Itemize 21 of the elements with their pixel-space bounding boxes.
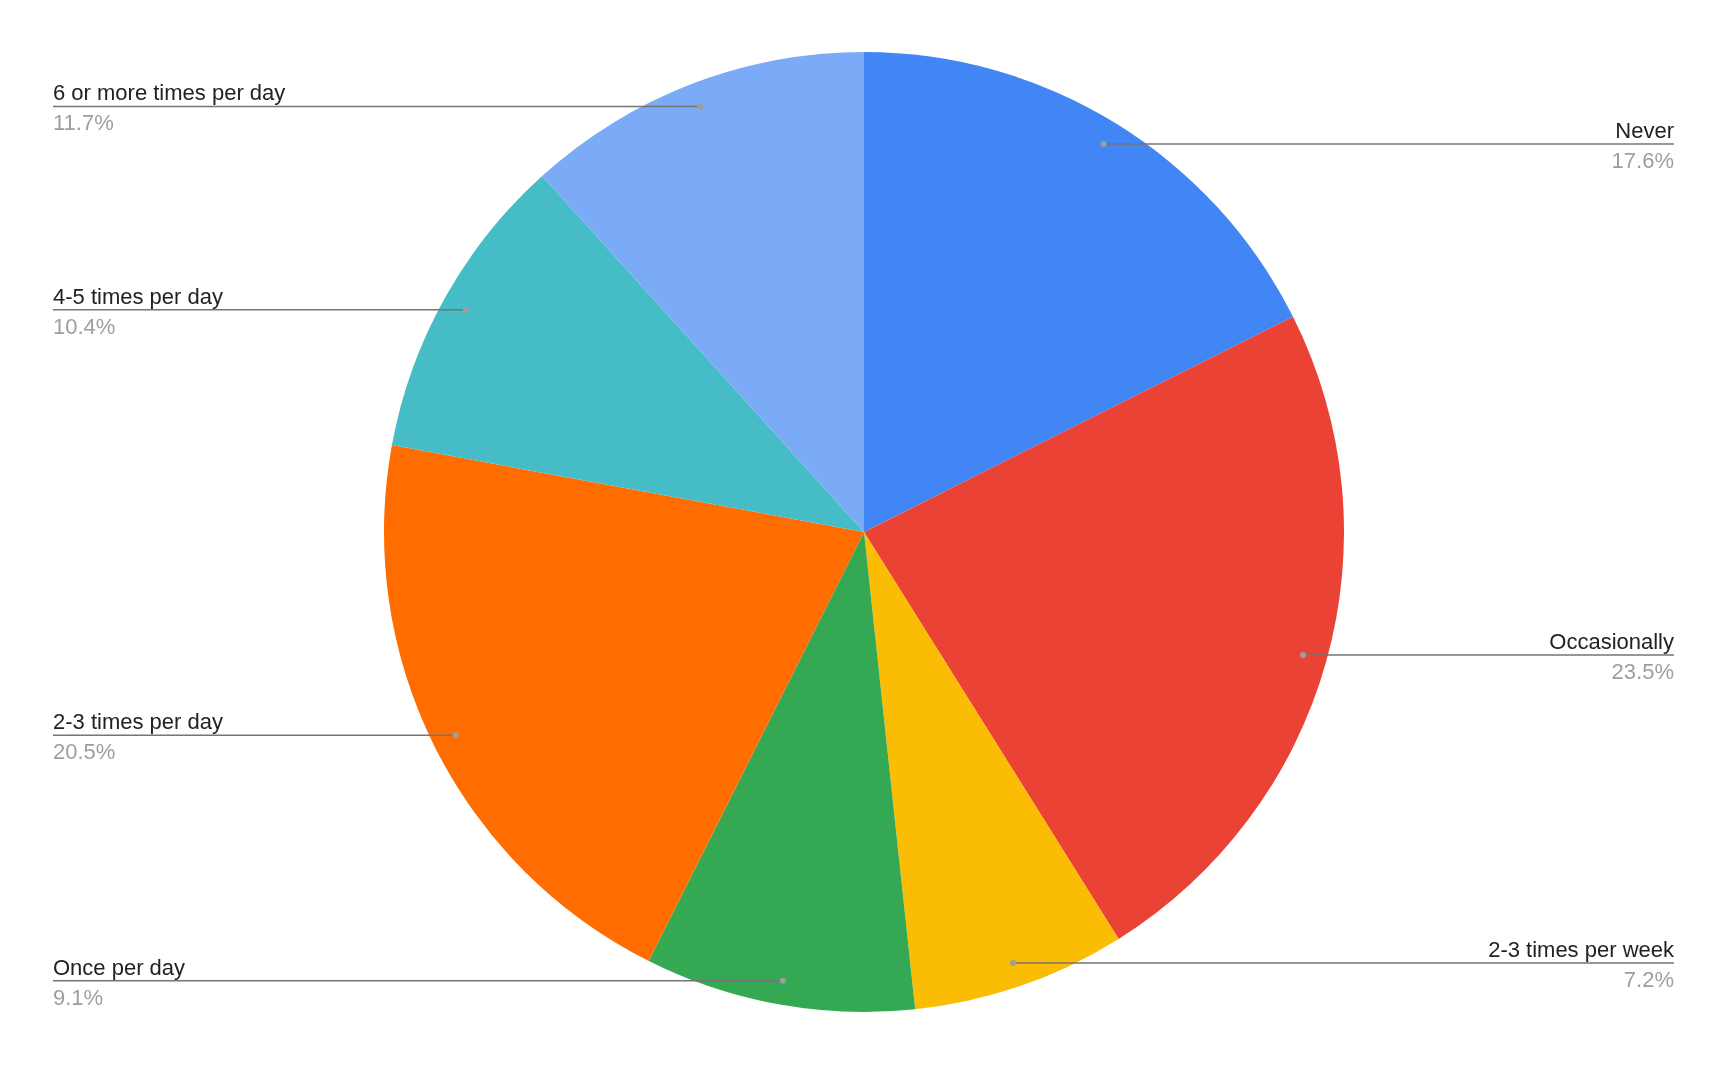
slice-label: Once per day xyxy=(53,954,186,980)
slice-label: 2-3 times per day xyxy=(53,709,223,735)
data-label: 7.2% xyxy=(1623,966,1674,992)
data-label: 9.1% xyxy=(53,984,104,1010)
slice-label: Never xyxy=(1615,117,1674,143)
slice-label: 2-3 times per week xyxy=(1488,936,1675,962)
pie-slice xyxy=(384,445,864,962)
pie-slice xyxy=(864,316,1344,939)
slice-label: Occasionally xyxy=(1549,629,1674,655)
data-label: 10.4% xyxy=(53,313,116,339)
slice-label: 6 or more times per day xyxy=(53,80,286,106)
pie-slice xyxy=(648,532,916,1012)
pie-slice xyxy=(864,52,1294,532)
pie-slice xyxy=(542,52,864,532)
pie-slice xyxy=(391,175,864,532)
pie-slice xyxy=(864,532,1119,1010)
data-label: 11.7% xyxy=(53,110,114,136)
data-label: 20.5% xyxy=(53,739,116,765)
slice-label: 4-5 times per day xyxy=(53,283,223,309)
data-label: 17.6% xyxy=(1611,147,1674,173)
data-label: 23.5% xyxy=(1611,659,1674,685)
